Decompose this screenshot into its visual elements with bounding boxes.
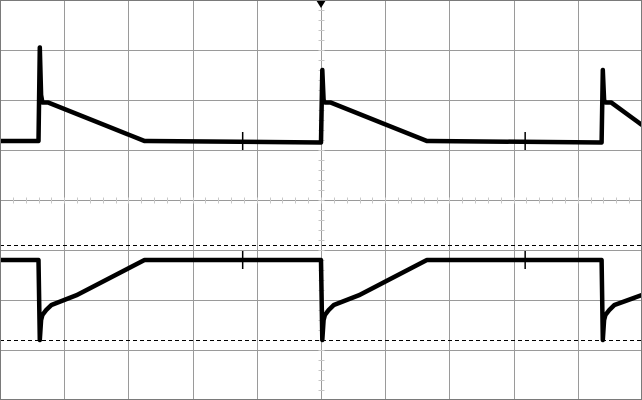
waveform-traces xyxy=(0,45,642,343)
waveform-trace-2 xyxy=(0,257,642,343)
waveform-trace-1 xyxy=(0,45,642,145)
reference-levels xyxy=(0,245,642,341)
trigger-position-marker xyxy=(316,0,326,8)
